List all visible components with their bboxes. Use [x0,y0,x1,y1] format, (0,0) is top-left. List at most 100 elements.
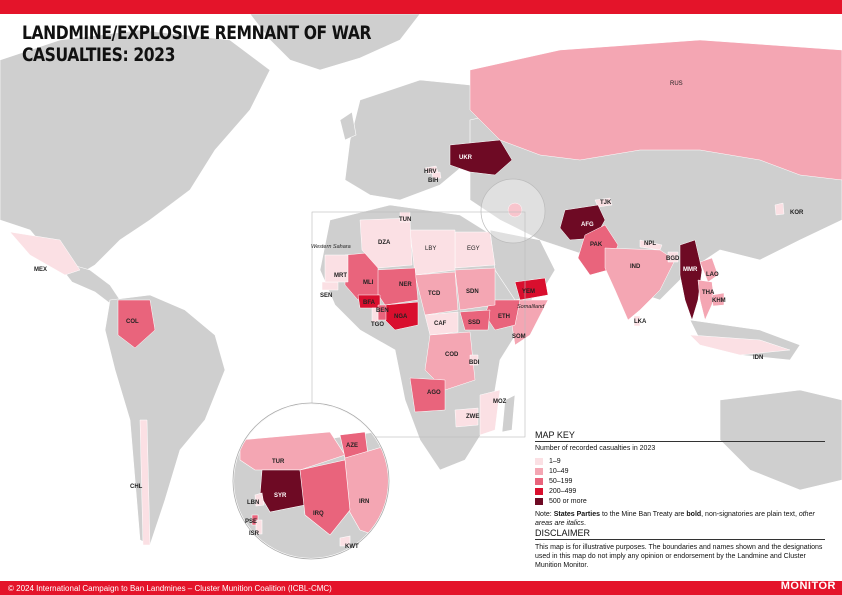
country-moz [479,389,501,436]
map-svg: RUS UKR HRV BIH TJK KOR AFG PAK NPL IND … [0,14,842,560]
legend-note: Note: States Parties to the Mine Ban Tre… [535,510,825,528]
country-tjk [594,197,613,208]
label-moz: MOZ [493,399,507,405]
label-sdn: SDN [466,289,479,295]
label-npl: NPL [644,241,656,247]
country-col [117,299,156,349]
note-end: . [584,520,586,527]
legend-heading: MAP KEY [535,430,825,442]
label-mex: MEX [34,267,47,273]
legend-label: 1–9 [549,457,561,465]
map-title: LANDMINE/EXPLOSIVE REMNANT OF WAR CASUAL… [22,22,372,66]
note-italic: other areas are italics [535,511,815,527]
logo-big-text: MONITOR [780,580,836,592]
label-tun: TUN [399,217,411,223]
label-idn: IDN [753,355,763,361]
uk-land [339,111,357,141]
country-bih [431,171,442,180]
legend-rows: 1–9 10–49 50–199 200–499 500 or more [535,456,825,506]
country-tgo [371,307,379,323]
madagascar-land [501,394,516,433]
africa-highlight-box [311,211,526,438]
country-syr-small [507,202,523,218]
australia-land [719,389,842,491]
label-afg: AFG [581,222,594,228]
label-col: COL [126,319,139,325]
south-america-land [104,294,226,546]
legend-subtitle: Number of recorded casualties in 2023 [535,445,656,452]
country-ssd [459,309,491,331]
label-ner: NER [399,282,412,288]
label-ago: AGO [427,390,441,396]
title-line-2: CASUALTIES: 2023 [22,44,176,66]
label-bdi: BDI [469,360,480,366]
label-egy: EGY [467,246,480,252]
legend-label: 500 or more [549,497,587,505]
greenland-land [249,14,421,71]
inset-kwt [339,535,351,547]
country-kor [774,202,785,216]
inset-lbn [254,492,265,507]
label-isr: ISR [249,531,260,537]
label-mrt: MRT [334,273,347,279]
label-zwe: ZWE [466,414,479,420]
legend-swatch [535,457,543,465]
label-rus: RUS [670,81,683,87]
legend-swatch [535,467,543,475]
country-tcd [414,271,459,316]
country-lao [699,257,719,283]
label-sen: SEN [320,293,332,299]
label-ind: IND [630,264,641,270]
label-ben: BEN [376,308,389,314]
middle-east-inset [232,402,390,560]
label-lbn: LBN [247,500,259,506]
label-yem: YEM [522,289,535,295]
label-pse: PSE [245,519,257,525]
label-bih: BIH [428,178,438,184]
label-western-sahara: Western Sahara [311,244,351,250]
monitor-logo: Landmine & Cluster Munition MONITOR [781,571,836,594]
label-tjk: TJK [600,200,612,206]
label-khm: KHM [712,298,726,304]
legend-item: 200–499 [535,486,825,496]
country-labels: RUS UKR HRV BIH TJK KOR AFG PAK NPL IND … [34,81,804,550]
country-caf [424,311,459,336]
disclaimer-heading: DISCLAIMER [535,528,825,540]
country-ago [409,377,446,413]
label-pak: PAK [590,242,603,248]
label-mli: MLI [363,280,374,286]
label-hrv: HRV [424,169,437,175]
legend-label: 10–49 [549,467,569,475]
logo-small-text: Landmine & Cluster Munition [784,571,836,576]
country-lby [409,229,456,276]
country-ukr [449,139,513,176]
inset-isr [255,519,263,535]
label-eth: ETH [498,314,510,320]
note-bold2: bold [686,511,702,518]
zoom-source-circle [480,178,546,244]
map-legend: MAP KEY Number of recorded casualties in… [535,430,825,528]
note-bold: States Parties [553,511,600,518]
label-tur: TUR [272,459,285,465]
label-lao: LAO [706,272,719,278]
copyright-footer: © 2024 International Campaign to Ban Lan… [8,584,332,593]
label-syr: SYR [274,493,287,499]
country-mmr [679,239,703,321]
label-som: SOM [512,334,526,340]
label-bfa: BFA [363,300,376,306]
label-cod: COD [445,352,459,358]
legend-swatch [535,487,543,495]
label-lby: LBY [425,246,436,252]
country-cod [424,331,476,391]
country-mrt [324,254,349,283]
label-somaliland: Somaliland [517,304,545,310]
label-tcd: TCD [428,291,441,297]
bottom-accent-bar: © 2024 International Campaign to Ban Lan… [0,571,842,595]
legend-item: 1–9 [535,456,825,466]
country-mex [9,231,81,276]
legend-label: 200–499 [549,487,577,495]
note-prefix: Note: [535,511,554,518]
disclaimer: DISCLAIMER This map is for illustrative … [535,528,825,570]
country-ind [604,247,676,321]
legend-item: 10–49 [535,466,825,476]
